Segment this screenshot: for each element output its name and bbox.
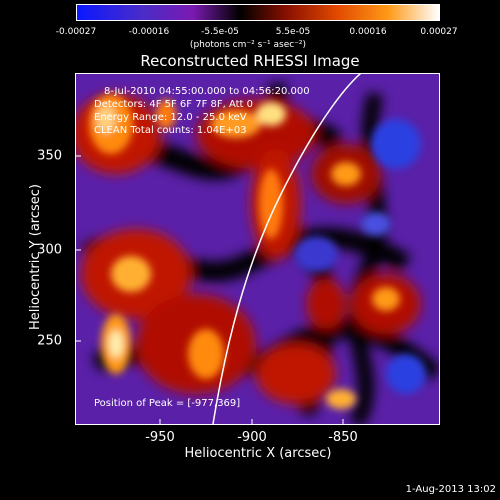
x-tick-label: -900 xyxy=(237,430,267,445)
rhessi-image-map xyxy=(76,74,439,424)
rhessi-image xyxy=(75,73,440,425)
timestamp: 1-Aug-2013 13:02 xyxy=(405,484,496,495)
peak-position-annotation: Position of Peak = [-977,369] xyxy=(94,398,241,409)
detectors-annotation: Detectors: 4F 5F 6F 7F 8F, Att 0 xyxy=(94,99,254,110)
colorbar-tick-label: -0.00027 xyxy=(55,27,97,37)
colorbar xyxy=(76,4,440,21)
plot-title: Reconstructed RHESSI Image xyxy=(140,52,360,70)
time-range-annotation: 8-Jul-2010 04:55:00.000 to 04:56:20.000 xyxy=(104,86,310,97)
colorbar-tick-label: 0.00016 xyxy=(349,27,387,37)
y-axis-label: Heliocentric Y (arcsec) xyxy=(28,184,43,330)
colorbar-unit-label: (photons cm⁻² s⁻¹ asec⁻²) xyxy=(189,40,307,50)
colorbar-tick-label: 0.00027 xyxy=(420,27,458,37)
y-tick-label: 300 xyxy=(37,242,62,258)
y-tick-label: 250 xyxy=(37,333,62,349)
x-tick-label: -950 xyxy=(145,430,175,445)
energy-range-annotation: Energy Range: 12.0 - 25.0 keV xyxy=(94,112,247,123)
x-tick-label: -850 xyxy=(328,430,358,445)
counts-annotation: CLEAN Total counts: 1.04E+03 xyxy=(94,125,247,136)
colorbar-tick-label: -0.00016 xyxy=(128,27,170,37)
x-axis-label: Heliocentric X (arcsec) xyxy=(184,446,332,461)
y-tick-label: 350 xyxy=(37,148,62,164)
colorbar-tick-label: 5.5e-05 xyxy=(275,27,311,37)
colorbar-tick-label: -5.5e-05 xyxy=(201,27,239,37)
